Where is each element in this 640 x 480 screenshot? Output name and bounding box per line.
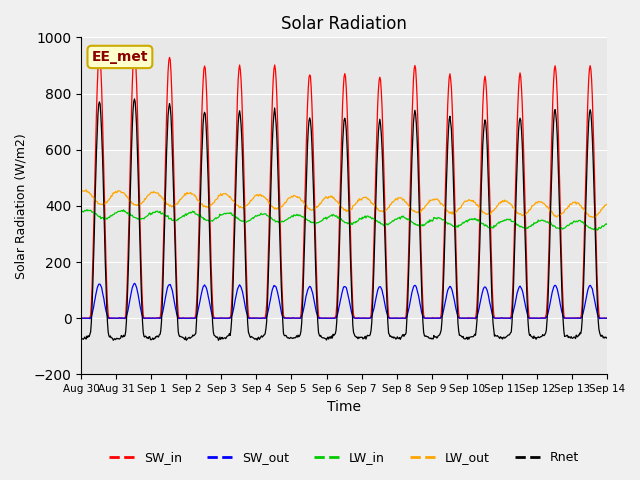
LW_out xyxy=(626,215,634,221)
LW_in xyxy=(77,209,85,215)
LW_out xyxy=(77,188,85,193)
SW_in xyxy=(144,315,152,321)
Line: LW_in: LW_in xyxy=(81,210,640,231)
Title: Solar Radiation: Solar Radiation xyxy=(281,15,407,33)
SW_out xyxy=(296,315,304,321)
Rnet xyxy=(144,335,152,341)
LW_in xyxy=(630,228,638,234)
SW_in xyxy=(131,49,138,55)
LW_out xyxy=(275,204,282,210)
SW_out xyxy=(86,316,93,322)
Text: EE_met: EE_met xyxy=(92,50,148,64)
Line: LW_out: LW_out xyxy=(81,190,640,218)
Rnet xyxy=(452,262,460,267)
Rnet xyxy=(248,334,255,339)
LW_out xyxy=(451,210,459,216)
LW_in xyxy=(144,213,152,218)
LW_in xyxy=(247,217,255,223)
SW_in xyxy=(420,312,428,318)
LW_out xyxy=(144,193,152,199)
X-axis label: Time: Time xyxy=(327,400,361,414)
SW_out xyxy=(248,315,255,321)
LW_out xyxy=(247,197,255,203)
SW_in xyxy=(296,315,303,321)
Rnet xyxy=(214,337,222,343)
SW_out xyxy=(77,315,85,321)
SW_out xyxy=(452,305,460,311)
Line: SW_in: SW_in xyxy=(81,52,640,319)
SW_in xyxy=(247,315,255,321)
Rnet xyxy=(420,333,428,338)
Rnet xyxy=(275,205,283,211)
Rnet xyxy=(296,332,304,337)
LW_in xyxy=(83,207,91,213)
Line: SW_out: SW_out xyxy=(81,283,640,319)
SW_out xyxy=(637,315,640,321)
LW_out xyxy=(296,194,303,200)
LW_in xyxy=(420,223,428,228)
LW_out xyxy=(637,202,640,207)
LW_out xyxy=(83,187,90,192)
SW_in xyxy=(275,144,282,150)
SW_out xyxy=(420,315,428,321)
Rnet xyxy=(77,336,85,342)
LW_in xyxy=(451,223,459,229)
LW_in xyxy=(637,222,640,228)
SW_in xyxy=(637,315,640,321)
SW_in xyxy=(77,315,85,321)
Legend: SW_in, SW_out, LW_in, LW_out, Rnet: SW_in, SW_out, LW_in, LW_out, Rnet xyxy=(104,446,584,469)
Rnet xyxy=(637,336,640,342)
LW_in xyxy=(296,212,303,218)
Rnet xyxy=(131,96,138,102)
Y-axis label: Solar Radiation (W/m2): Solar Radiation (W/m2) xyxy=(15,133,28,279)
SW_in xyxy=(472,316,479,322)
SW_out xyxy=(275,297,283,302)
SW_out xyxy=(131,280,138,286)
Line: Rnet: Rnet xyxy=(81,99,640,340)
SW_out xyxy=(145,315,152,321)
LW_out xyxy=(420,206,428,212)
LW_in xyxy=(275,219,282,225)
SW_in xyxy=(451,208,459,214)
